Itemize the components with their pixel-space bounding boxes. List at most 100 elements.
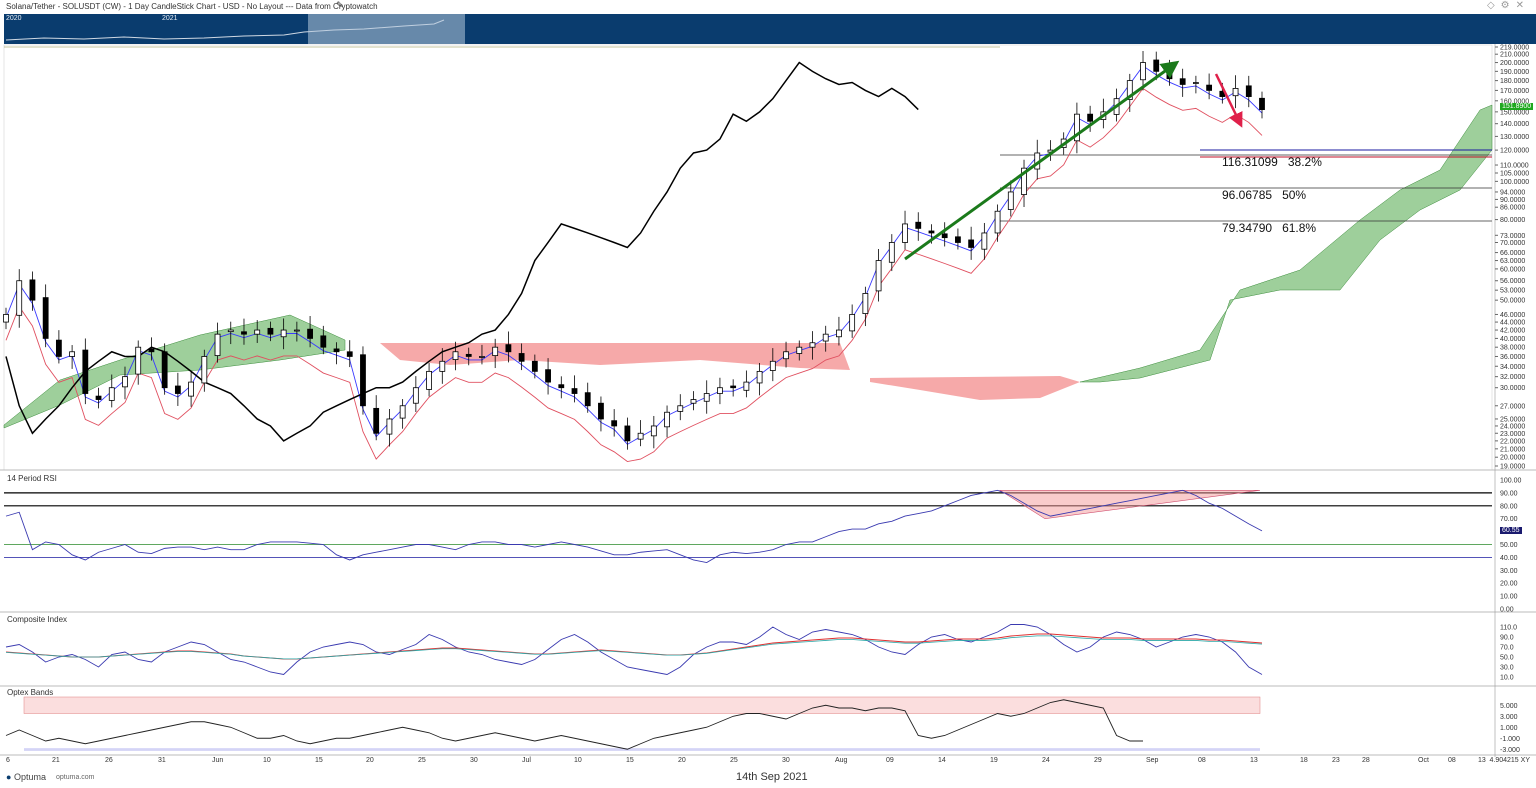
price-tick-label-11: 110.0000 (1500, 163, 1529, 170)
edit-pencil-icon[interactable]: ✎ (336, 0, 344, 10)
price-tick-label-0: 219.0000 (1500, 45, 1529, 52)
diamond-icon[interactable]: ◇ (1486, 0, 1501, 11)
candle-body-90 (1192, 82, 1199, 84)
date-tick-label: Oct (1418, 757, 1429, 764)
candle-body-86 (1140, 62, 1146, 81)
candle-body-94 (1245, 85, 1252, 97)
date-tick-label: Jul (522, 757, 531, 764)
candle-body-69 (915, 221, 922, 229)
close-icon[interactable]: ✕ (1515, 0, 1530, 11)
candle-body-56 (743, 381, 750, 391)
date-tick-label: 13 (1478, 757, 1486, 764)
candle-body-62 (822, 333, 829, 342)
optex-lower-band (24, 748, 1260, 751)
price-tick-label-6: 160.0000 (1500, 98, 1529, 105)
price-tick-label-42: 19.0000 (1500, 464, 1525, 471)
candle-body-91 (1206, 84, 1213, 91)
rsi-tick-label-2: 80.00 (1500, 503, 1518, 510)
date-tick-label: 30 (782, 757, 790, 764)
price-tick-label-21: 63.0000 (1500, 258, 1525, 265)
optex-tick-label-3: -1.000 (1500, 736, 1520, 743)
optex-line (5, 699, 1144, 750)
candle-body-64 (849, 314, 856, 332)
red-down-arrow (1214, 73, 1243, 128)
price-tick-label-34: 30.0000 (1500, 385, 1525, 392)
price-tick-label-24: 53.0000 (1500, 288, 1525, 295)
candle-body-0 (3, 314, 9, 323)
date-tick-label: 15 (626, 757, 634, 764)
candle-body-70 (928, 230, 935, 234)
date-tick-label: 18 (1300, 757, 1308, 764)
candle-body-50 (664, 411, 670, 428)
candle-body-73 (968, 239, 975, 248)
composite-tick-label-1: 90.0 (1500, 635, 1514, 642)
price-tick-label-17: 80.0000 (1500, 217, 1525, 224)
fib-lines (4, 46, 1492, 222)
rsi-tick-label-7: 30.00 (1500, 568, 1518, 575)
price-tick-label-32: 34.0000 (1500, 364, 1525, 371)
main-panel-frame (3, 44, 1493, 471)
candle-body-8 (108, 387, 115, 401)
composite-tick-label-3: 50.0 (1500, 655, 1514, 662)
date-tick-label: 6 (6, 757, 10, 764)
price-tick-label-2: 200.0000 (1500, 60, 1529, 67)
fib-50-label: 96.06785 50% (1222, 188, 1307, 202)
candle-body-72 (955, 236, 961, 243)
candle-body-39 (518, 353, 525, 362)
price-tick-label-16: 86.0000 (1500, 205, 1525, 212)
rsi-divergence-wedge (998, 490, 1261, 520)
candle-body-37 (492, 346, 499, 357)
kijun-line (5, 87, 1263, 463)
candle-body-14 (188, 381, 194, 397)
candle-body-31 (412, 387, 419, 404)
candle-body-55 (730, 385, 737, 389)
overview-selection-window[interactable] (308, 14, 465, 44)
candle-body-25 (333, 348, 340, 353)
date-tick-label: Jun (212, 757, 224, 764)
price-tick-label-10: 120.0000 (1500, 148, 1529, 155)
price-tick-label-8: 140.0000 (1500, 121, 1529, 128)
composite-tick-label-4: 30.0 (1500, 665, 1514, 672)
candle-body-82 (1087, 113, 1094, 122)
candle-body-63 (836, 329, 842, 338)
price-tick-label-40: 21.0000 (1500, 446, 1525, 453)
candle-body-60 (796, 346, 803, 354)
price-tick-label-33: 32.0000 (1500, 374, 1525, 381)
candle-body-19 (254, 329, 261, 335)
settings-icon[interactable]: ⚙ (1500, 0, 1516, 11)
price-tick-label-23: 56.0000 (1500, 278, 1525, 285)
date-tick-label: 26 (105, 757, 113, 764)
price-tick-label-15: 90.0000 (1500, 197, 1525, 204)
composite-line (5, 624, 1263, 675)
green-trend-arrow (904, 60, 1180, 261)
cursor-date: 14th Sep 2021 (736, 771, 808, 783)
composite-tick-label-5: 10.0 (1500, 675, 1514, 682)
optex-tick-label-4: -3.000 (1500, 747, 1520, 754)
candle-body-5 (69, 351, 76, 357)
candle-body-75 (994, 210, 1001, 234)
optuma-logo: ● Optuma (6, 772, 46, 782)
candle-body-12 (161, 351, 168, 389)
overview-line (5, 19, 445, 41)
date-tick-label: 25 (418, 757, 426, 764)
candle-body-4 (55, 339, 62, 357)
candle-body-41 (545, 369, 551, 383)
date-tick-label: 14 (938, 757, 946, 764)
candle-body-49 (650, 425, 657, 437)
price-tick-label-31: 36.0000 (1500, 354, 1525, 361)
rsi-tick-label-0: 100.00 (1500, 478, 1522, 485)
price-tick-label-4: 180.0000 (1500, 78, 1529, 85)
window-controls[interactable]: ◇⚙✕ (1487, 0, 1530, 11)
chart-area[interactable]: 100.0090.0080.0070.0060.0050.0040.0030.0… (0, 44, 1536, 757)
chart-title: Solana/Tether - SOLUSDT (CW) - 1 Day Can… (6, 2, 378, 11)
candle-body-88 (1166, 72, 1173, 80)
candle-body-16 (214, 333, 221, 357)
price-tick-label-26: 46.0000 (1500, 312, 1525, 319)
candle-body-65 (862, 293, 869, 314)
candle-body-32 (426, 370, 432, 390)
candle-body-85 (1126, 80, 1133, 100)
overview-navigator[interactable] (4, 14, 1536, 44)
date-tick-label: 13 (1250, 757, 1258, 764)
candle-body-48 (637, 432, 644, 440)
last-price-tag: 151.8900 (1500, 103, 1534, 110)
